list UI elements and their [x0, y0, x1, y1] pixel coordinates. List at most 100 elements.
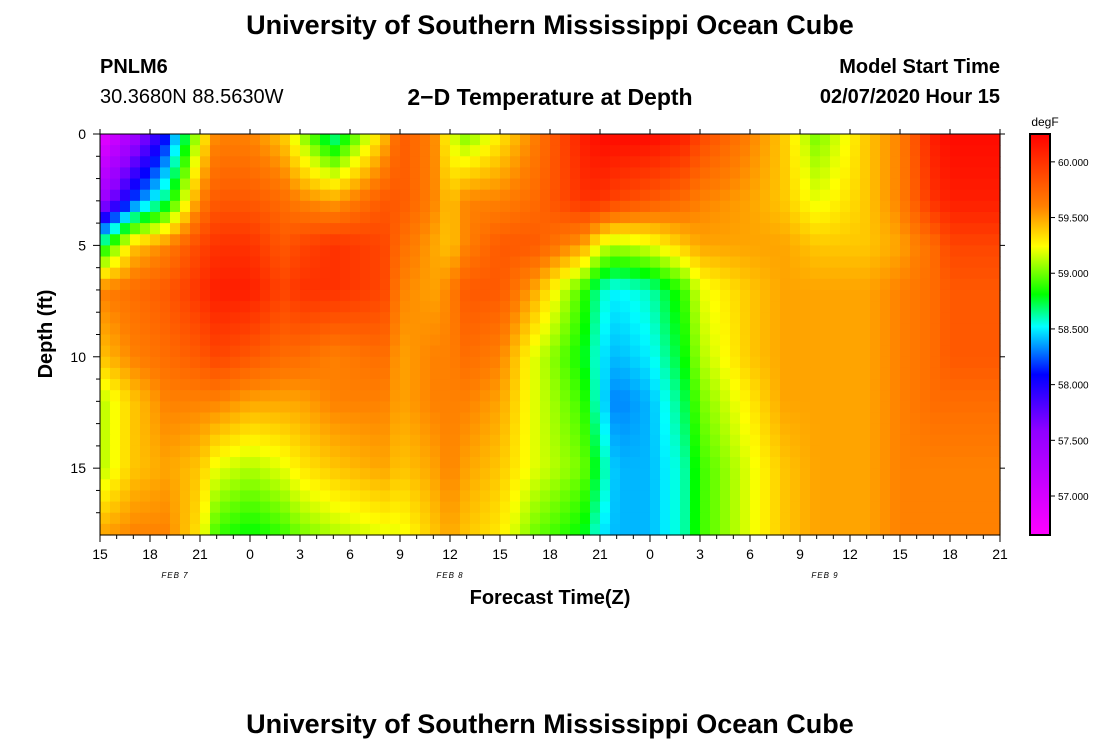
heatmap-cell: [210, 390, 221, 402]
date-label: FEB 8: [436, 571, 463, 580]
heatmap-cell: [450, 301, 461, 313]
heatmap-cell: [230, 245, 241, 258]
heatmap-cell: [570, 167, 581, 180]
heatmap-cell: [780, 145, 791, 157]
heatmap-cell: [450, 390, 461, 402]
heatmap-cell: [800, 412, 811, 425]
heatmap-cell: [500, 501, 511, 514]
heatmap-cell: [790, 312, 801, 324]
heatmap-cell: [940, 189, 951, 202]
heatmap-cell: [710, 479, 721, 492]
heatmap-cell: [920, 379, 931, 391]
heatmap-cell: [850, 367, 861, 380]
heatmap-cell: [220, 200, 231, 213]
heatmap-cell: [210, 512, 221, 525]
heatmap-cell: [510, 211, 521, 224]
heatmap-cell: [410, 423, 421, 436]
heatmap-cell: [300, 211, 311, 224]
heatmap-cell: [370, 345, 381, 358]
heatmap-cell: [850, 145, 861, 157]
heatmap-cell: [250, 457, 261, 469]
heatmap-cell: [400, 245, 411, 258]
heatmap-cell: [840, 512, 851, 525]
heatmap-cell: [870, 323, 881, 336]
heatmap-cell: [150, 256, 161, 269]
heatmap-cell: [770, 512, 781, 525]
heatmap-cell: [200, 501, 211, 514]
heatmap-cell: [340, 256, 351, 269]
heatmap-cell: [420, 367, 431, 380]
heatmap-cell: [370, 523, 381, 536]
heatmap-cell: [180, 468, 191, 480]
heatmap-cell: [770, 301, 781, 313]
x-tick-label: 12: [442, 546, 458, 562]
heatmap-cell: [140, 490, 151, 503]
heatmap-cell: [170, 289, 181, 302]
heatmap-cell: [540, 278, 551, 291]
heatmap-cell: [480, 523, 491, 536]
heatmap-cell: [550, 356, 561, 369]
heatmap-cell: [410, 523, 421, 536]
heatmap-cell: [990, 468, 1001, 480]
heatmap-cell: [530, 523, 541, 536]
heatmap-cell: [150, 278, 161, 291]
heatmap-cell: [720, 223, 731, 235]
heatmap-cell: [940, 312, 951, 324]
heatmap-cell: [330, 434, 341, 447]
heatmap-cell: [490, 289, 501, 302]
heatmap-cell: [870, 134, 881, 146]
heatmap-cell: [740, 468, 751, 480]
heatmap-cell: [680, 223, 691, 235]
heatmap-cell: [820, 334, 831, 347]
heatmap-cell: [660, 256, 671, 269]
heatmap-cell: [360, 379, 371, 391]
heatmap-cell: [590, 367, 601, 380]
heatmap-cell: [230, 278, 241, 291]
heatmap-cell: [650, 479, 661, 492]
heatmap-cell: [900, 278, 911, 291]
heatmap-cell: [980, 267, 991, 280]
heatmap-cell: [680, 345, 691, 358]
heatmap-cell: [610, 512, 621, 525]
heatmap-cell: [930, 145, 941, 157]
heatmap-cell: [910, 501, 921, 514]
heatmap-cell: [330, 423, 341, 436]
heatmap-cell: [130, 278, 141, 291]
heatmap-cell: [230, 323, 241, 336]
heatmap-cell: [290, 312, 301, 324]
heatmap-cell: [610, 390, 621, 402]
heatmap-cell: [920, 145, 931, 157]
heatmap-cell: [460, 278, 471, 291]
heatmap-cell: [310, 278, 321, 291]
heatmap-cell: [390, 323, 401, 336]
heatmap-cell: [360, 267, 371, 280]
heatmap-cell: [540, 189, 551, 202]
heatmap-cell: [660, 301, 671, 313]
heatmap-cell: [960, 278, 971, 291]
heatmap-cell: [890, 334, 901, 347]
heatmap-cell: [790, 412, 801, 425]
heatmap-cell: [900, 211, 911, 224]
heatmap-cell: [400, 468, 411, 480]
heatmap-cell: [290, 390, 301, 402]
heatmap-cell: [780, 390, 791, 402]
heatmap-cell: [860, 434, 871, 447]
heatmap-cell: [420, 256, 431, 269]
heatmap-cell: [850, 379, 861, 391]
heatmap-cell: [570, 234, 581, 246]
heatmap-cell: [280, 223, 291, 235]
heatmap-cell: [320, 523, 331, 536]
heatmap-cell: [150, 512, 161, 525]
heatmap-cell: [810, 211, 821, 224]
heatmap-cell: [430, 301, 441, 313]
heatmap-cell: [550, 490, 561, 503]
heatmap-cell: [850, 523, 861, 536]
heatmap-cell: [520, 390, 531, 402]
heatmap-cell: [860, 512, 871, 525]
heatmap-cell: [980, 245, 991, 258]
heatmap-cell: [980, 445, 991, 458]
heatmap-cell: [330, 379, 341, 391]
heatmap-cell: [700, 156, 711, 169]
heatmap-cell: [470, 211, 481, 224]
heatmap-cell: [390, 445, 401, 458]
